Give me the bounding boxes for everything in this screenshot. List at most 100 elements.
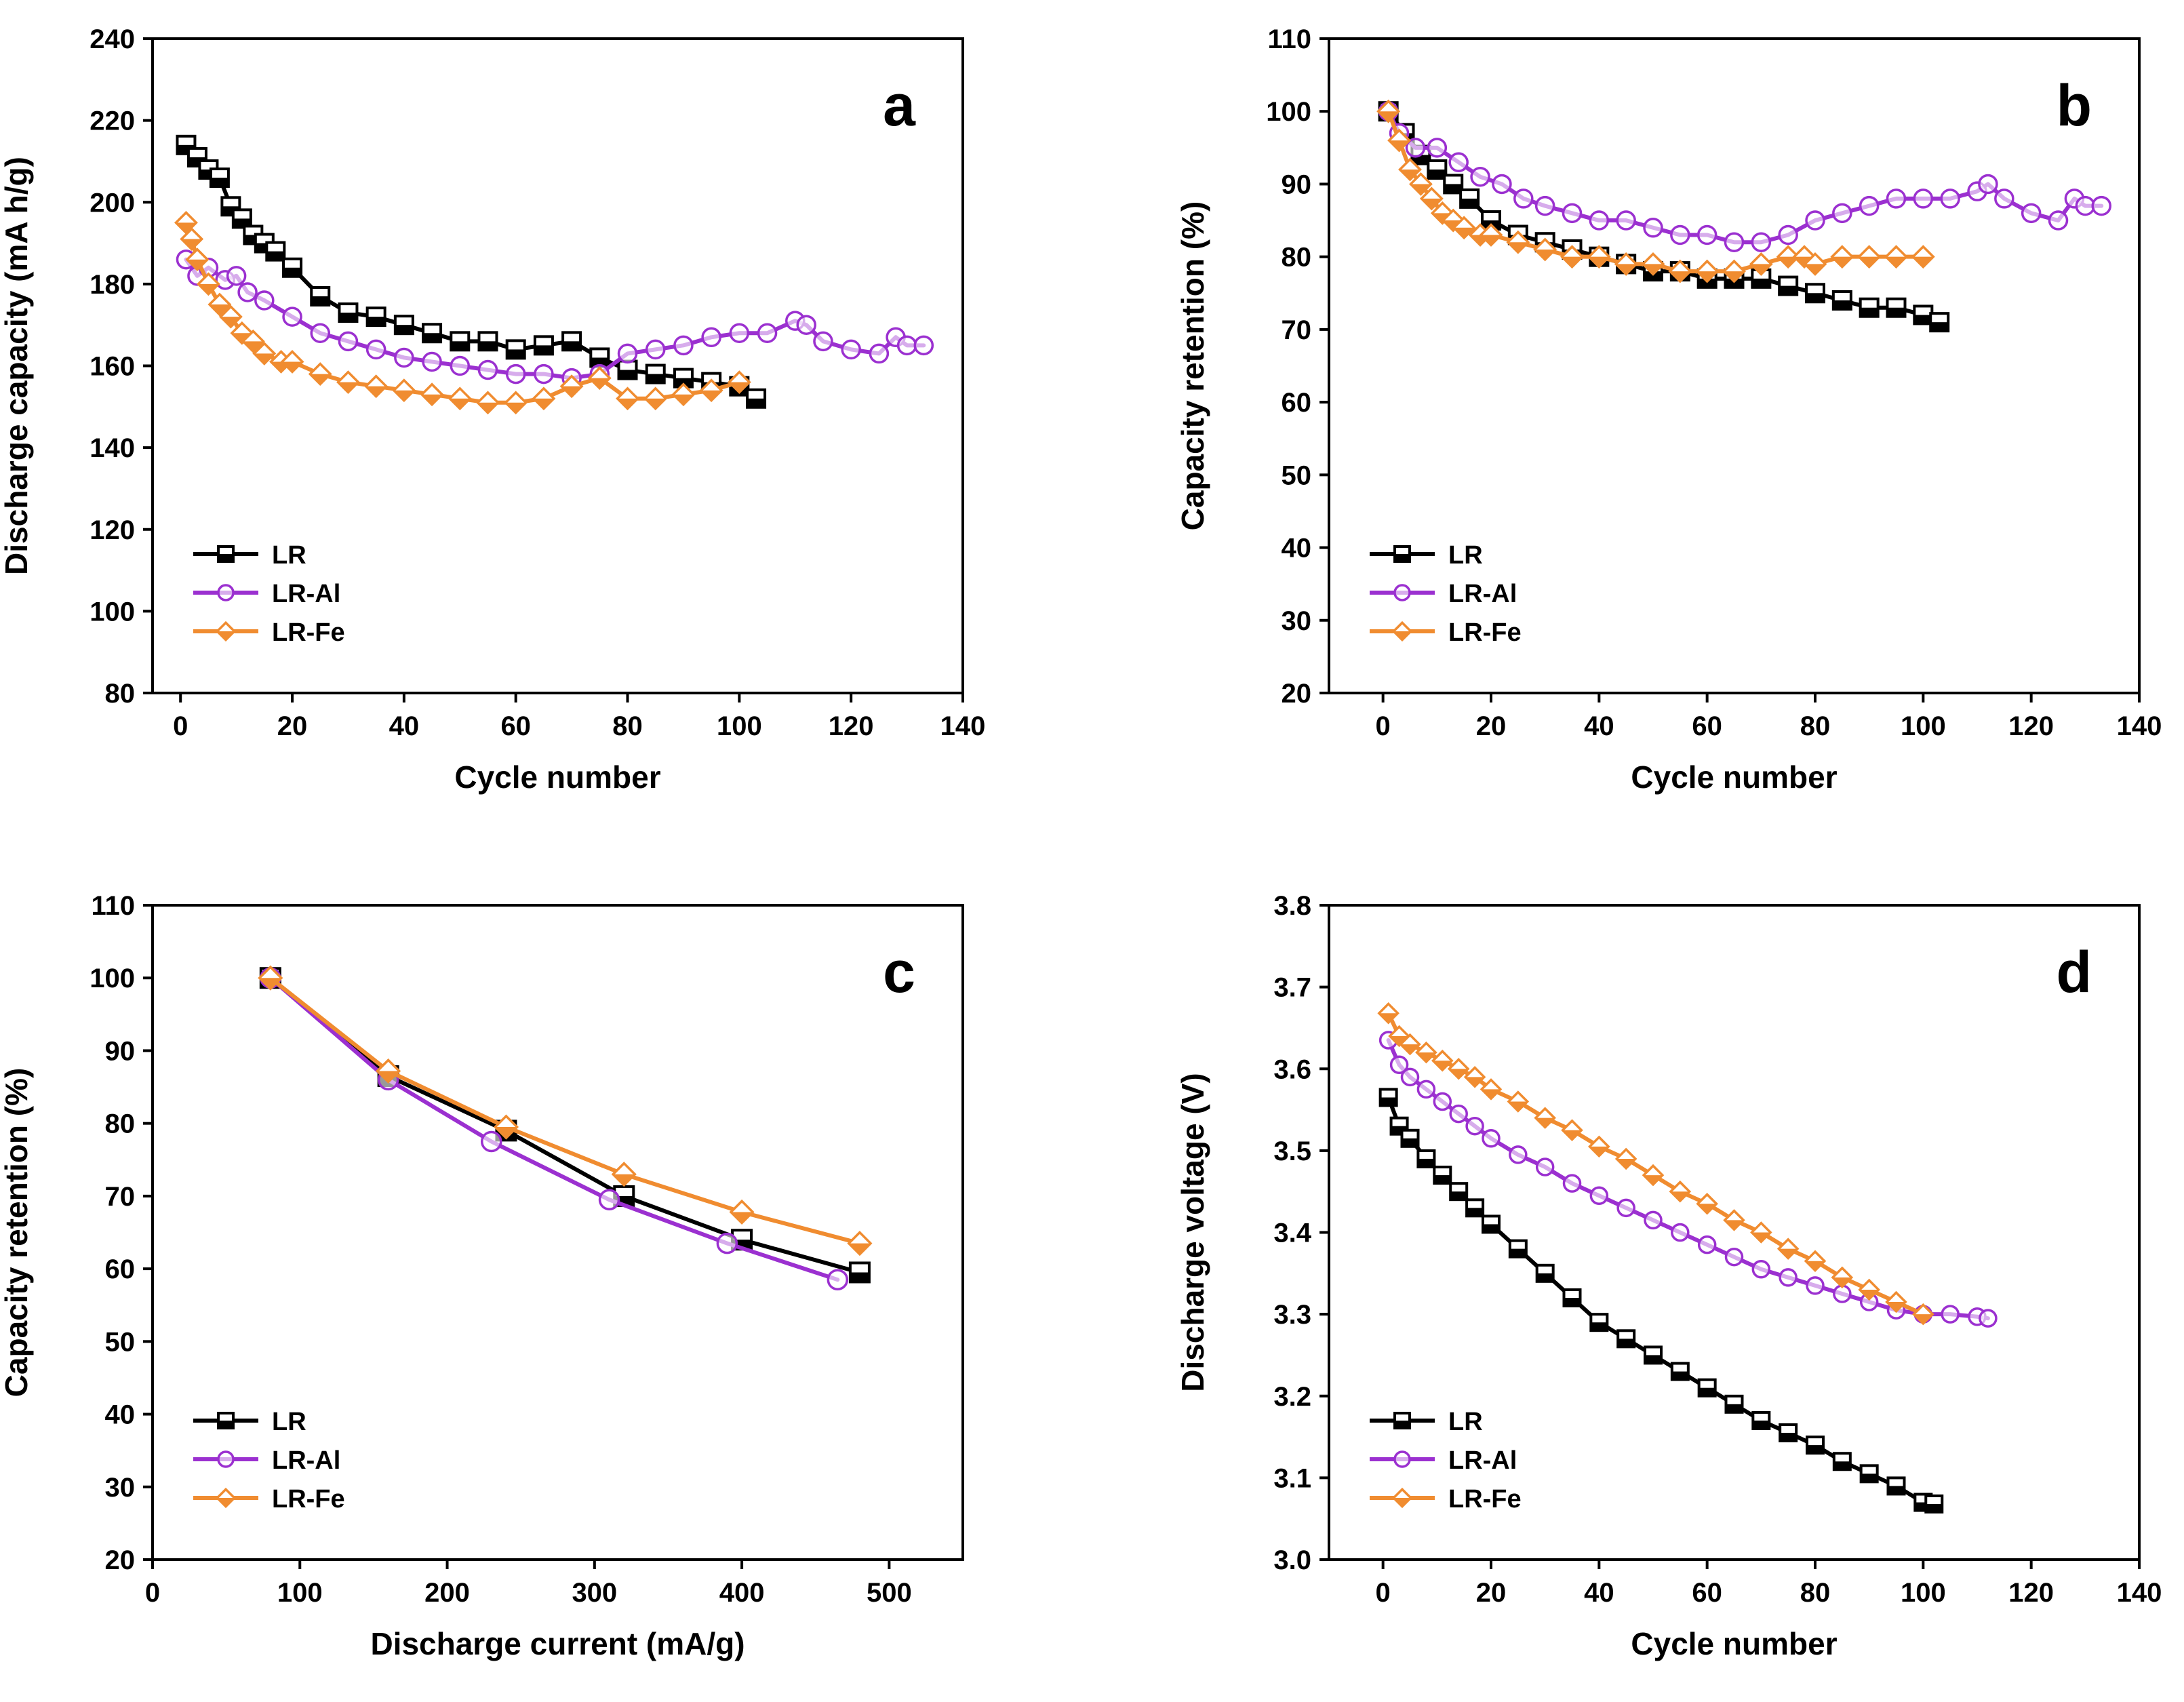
panel-d: 0 20 40 60 80 100 120 140 3.0 3.1 3.2 3.3 3.4 3.5 3.6 3…	[1175, 891, 2162, 1661]
panel-a-y-tick-label: 180	[90, 270, 135, 300]
series-lr-fe-point	[392, 378, 416, 403]
diamond-marker-icon	[1391, 620, 1413, 642]
series-lr-point	[1886, 297, 1907, 318]
panel-d-y-tick-label: 3.1	[1273, 1463, 1311, 1493]
series-lr-fe-point	[1387, 128, 1411, 153]
panel-a-legend: LR LR-Al LR-Fe	[193, 541, 345, 647]
series-lr-al-point	[896, 335, 917, 356]
series-lr-al-point	[2091, 195, 2111, 216]
series-lr-al-point	[2075, 195, 2096, 216]
series-lr-al-point	[1482, 1129, 1501, 1148]
series-lr-al-point	[534, 363, 554, 384]
series-lr-al-point	[1670, 224, 1690, 245]
series-lr-fe-point	[448, 387, 472, 411]
panel-b-x-tick-label: 20	[1476, 711, 1507, 741]
series-lr-point	[1562, 1288, 1582, 1307]
panel-a-x-tick-label: 140	[940, 711, 986, 741]
series-lr-al-point	[1644, 1210, 1663, 1230]
series-lr-fe-point	[196, 272, 220, 296]
panel-d-x-tick-label: 140	[2117, 1578, 2162, 1608]
series-lr-point	[1378, 1088, 1398, 1107]
panel-d-x-tick-label: 0	[1376, 1578, 1391, 1608]
panel-d-y-tick-label: 3.6	[1273, 1054, 1311, 1084]
panel-d-x-axis-title: Cycle number	[1631, 1626, 1837, 1661]
series-lr-fe-point	[532, 387, 556, 411]
panel-d-y-tick-label: 3.8	[1273, 891, 1311, 921]
panel-b-y-tick-label: 40	[1282, 534, 1312, 563]
series-lr-line	[1386, 1095, 1937, 1506]
panel-a-y-tick-label: 240	[90, 24, 135, 54]
series-lr-point	[1508, 1239, 1528, 1259]
series-lr-al-point	[1671, 1223, 1690, 1242]
series-lr-al-point	[1562, 203, 1583, 224]
series-lr-point	[231, 208, 252, 229]
panel-d-x-tick-label: 60	[1692, 1578, 1722, 1608]
series-lr-al	[176, 249, 934, 389]
series-lr-al-point	[282, 306, 302, 327]
series-lr-point	[1697, 1378, 1717, 1398]
series-lr-fe	[174, 210, 751, 415]
series-lr-al-point	[1859, 195, 1880, 216]
panel-c-x-tick-label: 400	[719, 1578, 765, 1608]
series-lr-al-point	[716, 1232, 738, 1254]
series-lr-fe-point	[1388, 1025, 1410, 1048]
series-lr-fe-point	[1911, 245, 1935, 269]
series-lr-fe-point	[699, 378, 723, 403]
panel-d-y-tick-label: 3.4	[1273, 1219, 1311, 1248]
diamond-marker-icon	[215, 1487, 237, 1509]
series-lr-fe-point	[643, 387, 668, 411]
series-lr-fe-point	[376, 1058, 401, 1084]
series-lr-fe-point	[1696, 1193, 1718, 1215]
panel-a-letter: a	[883, 73, 916, 138]
panel-d-x-tick-label: 40	[1584, 1578, 1614, 1608]
series-lr-al-point	[617, 343, 638, 364]
panel-c-y-tick-label: 20	[105, 1545, 136, 1575]
series-lr-al-point	[1724, 1247, 1744, 1267]
series-lr-al-point	[310, 323, 330, 343]
square-marker-icon	[217, 545, 235, 563]
series-lr-fe-point	[1561, 1119, 1583, 1141]
legend-lr-al-label: LR-Al	[272, 580, 340, 608]
series-lr-point	[1886, 1476, 1906, 1496]
series-lr-fe-point	[207, 292, 232, 317]
series-lr-al-point	[1805, 210, 1825, 231]
series-lr-point	[1443, 174, 1464, 195]
series-lr-fe-point	[587, 366, 612, 391]
series-lr-al-point	[1778, 224, 1798, 245]
series-lr-fe-point	[1377, 1002, 1399, 1025]
panel-b-x-tick-label: 140	[2117, 711, 2162, 741]
series-lr-al-point	[1400, 1067, 1420, 1087]
series-lr-fe-point	[671, 382, 696, 407]
series-lr-fe-point	[559, 374, 584, 399]
series-lr-al-point	[673, 335, 694, 356]
series-lr-fe-point	[180, 227, 204, 251]
panel-c-y-tick-label: 30	[105, 1473, 136, 1503]
series-lr-point	[477, 331, 498, 352]
series-lr-al-point	[365, 339, 386, 360]
series-lr-al-point	[1492, 174, 1512, 195]
series-lr-point	[561, 331, 582, 352]
series-lr-al-point	[505, 363, 526, 384]
panel-b-letter: b	[2056, 73, 2092, 138]
series-lr-al-point	[1832, 203, 1852, 224]
series-lr-fe	[1377, 1002, 1934, 1326]
panel-a-y-tick-label: 160	[90, 352, 135, 382]
series-lr-point	[1724, 1394, 1744, 1414]
series-lr-fe-point	[476, 391, 500, 415]
series-lr-al-point	[480, 1130, 502, 1153]
series-lr-point	[1459, 188, 1480, 209]
panel-b-y-tick-label: 100	[1266, 97, 1311, 127]
series-lr-fe-point	[1480, 1078, 1503, 1101]
series-lr-fe-point	[1479, 223, 1503, 247]
series-lr-fe-point	[364, 374, 389, 399]
panel-b-x-tick-label: 0	[1376, 711, 1391, 741]
panel-d-x-tick-label: 120	[2008, 1578, 2054, 1608]
legend-lr-fe-label: LR-Fe	[272, 1485, 345, 1513]
series-lr-point	[1805, 283, 1825, 304]
series-lr-al-point	[1470, 166, 1490, 187]
series-lr-al-point	[1405, 138, 1426, 158]
panel-a-y-axis-title: Discharge capacity (mA h/g)	[0, 157, 34, 575]
series-lr-fe-point	[493, 1114, 519, 1140]
panel-b-x-tick-label: 60	[1692, 711, 1722, 741]
series-lr-al-point	[1534, 195, 1555, 216]
